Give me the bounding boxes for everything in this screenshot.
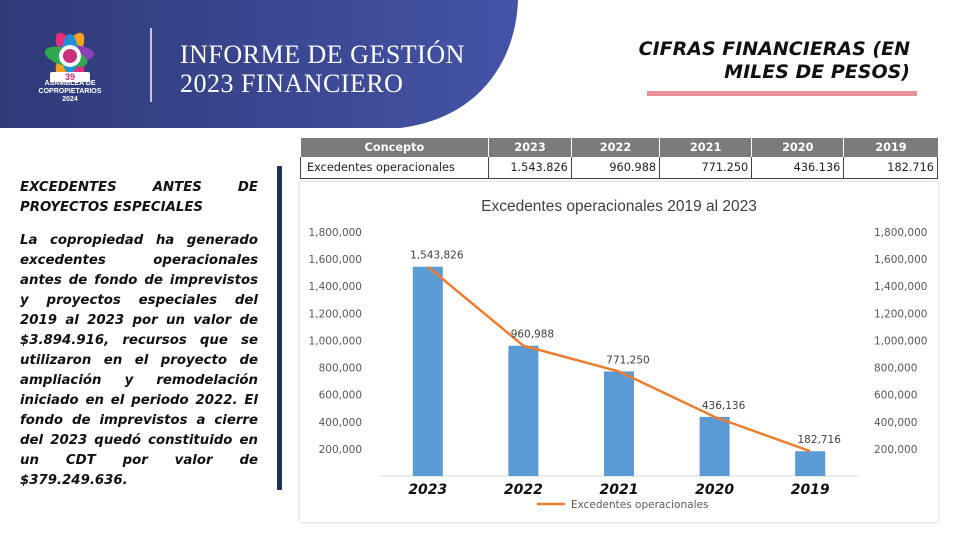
header-banner <box>0 0 518 128</box>
y-tick-label-left: 1,800,000 <box>309 227 362 239</box>
table-header: 2020 <box>751 138 844 157</box>
left-heading-line2: PROYECTOS ESPECIALES <box>20 200 203 215</box>
table-cell: 771.250 <box>659 157 752 179</box>
section-title-line2: MILES DE PESOS) <box>724 61 910 83</box>
table-cell: 182.716 <box>843 157 938 179</box>
bar <box>604 371 634 476</box>
table-cell: 436.136 <box>751 157 844 179</box>
y-tick-label-left: 1,000,000 <box>309 335 362 347</box>
report-title-line1: INFORME DE GESTIÓN <box>180 40 465 69</box>
table-header: Concepto <box>300 138 489 157</box>
bar <box>699 416 730 476</box>
y-tick-label-left: 400,000 <box>319 417 362 429</box>
x-tick-label: 2020 <box>695 482 734 498</box>
vertical-divider <box>277 166 282 490</box>
data-label: 771,250 <box>606 354 649 366</box>
y-tick-label-right: 400,000 <box>874 417 917 429</box>
table-header: 2022 <box>570 138 660 157</box>
trend-line <box>427 265 811 453</box>
logo-number: 39 <box>65 72 75 82</box>
logo-caption-line2: COPROPIETARIOS <box>38 88 102 95</box>
table-cell: 1.543.826 <box>488 157 572 179</box>
left-heading-line1: EXCEDENTES ANTES DE <box>20 180 258 195</box>
data-label: 436,136 <box>702 400 746 412</box>
chart-title: Excedentes operacionales 2019 al 2023 <box>481 198 757 215</box>
x-tick-label: 2019 <box>791 482 830 498</box>
y-tick-label-right: 1,600,000 <box>874 254 927 266</box>
bar <box>412 266 443 476</box>
x-tick-label: 2023 <box>408 482 447 498</box>
y-tick-label-right: 600,000 <box>874 390 917 402</box>
section-title-line1: CIFRAS FINANCIERAS (EN <box>638 38 910 60</box>
y-tick-label-left: 800,000 <box>319 363 362 375</box>
y-tick-label-right: 1,000,000 <box>874 335 927 347</box>
data-label: 960,988 <box>511 329 554 341</box>
table-header: 2019 <box>843 138 938 157</box>
x-tick-label: 2021 <box>600 482 639 498</box>
y-tick-label-right: 1,800,000 <box>874 227 927 239</box>
title-divider <box>150 28 152 102</box>
chart-container: Excedentes operacionales 2019 al 2023 200… <box>300 182 938 522</box>
logo-caption: ASAMBLEA DE COPROPIETARIOS 2024 <box>28 80 112 104</box>
table-header-row: Concepto 2023 2022 2021 2020 2019 <box>300 138 938 157</box>
financial-table: Concepto 2023 2022 2021 2020 2019 Excede… <box>299 138 938 179</box>
logo-caption-line1: ASAMBLEA DE <box>44 80 96 87</box>
y-tick-label-right: 1,200,000 <box>874 308 927 320</box>
legend-label: Excedentes operacionales <box>571 499 708 511</box>
table-header: 2021 <box>659 138 752 157</box>
x-tick-label: 2022 <box>504 482 543 498</box>
report-title: INFORME DE GESTIÓN 2023 FINANCIERO <box>180 40 465 98</box>
bar <box>508 345 539 476</box>
report-title-line2: 2023 FINANCIERO <box>180 69 404 98</box>
bar-line-chart: Excedentes operacionales 2019 al 2023 200… <box>309 198 928 511</box>
y-tick-label-left: 1,400,000 <box>309 281 362 293</box>
y-tick-label-left: 1,200,000 <box>309 308 362 320</box>
table-header: 2023 <box>488 138 572 157</box>
logo-caption-year: 2024 <box>62 96 78 103</box>
y-tick-label-left: 600,000 <box>319 390 362 402</box>
bar <box>795 451 826 476</box>
y-tick-label-left: 1,600,000 <box>309 254 362 266</box>
y-tick-label-left: 200,000 <box>319 444 362 456</box>
data-label: 1,543,826 <box>410 250 464 262</box>
section-underline <box>647 91 917 96</box>
left-panel: EXCEDENTES ANTES DE PROYECTOS ESPECIALES… <box>20 178 258 491</box>
table-cell: Excedentes operacionales <box>299 157 489 179</box>
y-tick-label-right: 200,000 <box>874 444 917 456</box>
left-body: La copropiedad ha generado excedentes op… <box>20 233 258 488</box>
y-tick-label-right: 1,400,000 <box>874 281 927 293</box>
y-tick-label-right: 800,000 <box>874 363 917 375</box>
table-cell: 960.988 <box>570 157 660 179</box>
assembly-logo: 39 <box>44 32 94 82</box>
table-row: Excedentes operacionales 1.543.826 960.9… <box>299 157 938 179</box>
section-title: CIFRAS FINANCIERAS (EN MILES DE PESOS) <box>600 38 910 84</box>
data-label: 182,716 <box>797 434 841 446</box>
